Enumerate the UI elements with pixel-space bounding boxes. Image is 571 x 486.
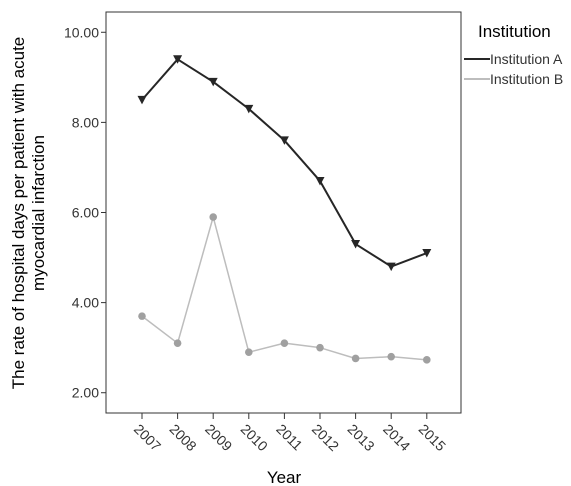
data-point bbox=[315, 176, 325, 186]
series-line bbox=[141, 58, 428, 268]
data-point bbox=[280, 339, 289, 347]
x-axis-title: Year bbox=[267, 468, 302, 486]
data-point bbox=[137, 95, 147, 105]
data-point bbox=[387, 352, 396, 361]
data-point bbox=[173, 339, 182, 347]
y-tick-label: 10.00 bbox=[64, 24, 99, 40]
data-point bbox=[173, 55, 183, 64]
y-axis: 2.00 4.00 6.00 8.00 10.00 bbox=[64, 24, 106, 401]
y-axis-title-line-2: myocardial infarction bbox=[29, 135, 48, 291]
plot-frame bbox=[105, 11, 462, 414]
series-layer bbox=[137, 55, 432, 364]
y-tick-label: 2.00 bbox=[72, 385, 99, 401]
x-tick-label: 2011 bbox=[273, 421, 306, 454]
data-point bbox=[423, 356, 431, 364]
data-point bbox=[422, 249, 432, 258]
y-axis-title: The rate of hospital days per patient wi… bbox=[9, 37, 48, 389]
data-point bbox=[208, 77, 218, 87]
data-point bbox=[209, 213, 217, 221]
data-point bbox=[351, 240, 361, 249]
x-tick-label: 2015 bbox=[416, 421, 449, 454]
x-tick-label: 2010 bbox=[238, 421, 271, 454]
y-tick-label: 4.00 bbox=[72, 295, 99, 311]
data-point bbox=[245, 348, 253, 356]
series-institution-b bbox=[138, 213, 431, 364]
y-axis-title-line-1: The rate of hospital days per patient wi… bbox=[9, 37, 28, 389]
x-tick-label: 2012 bbox=[309, 421, 342, 454]
legend: Institution Institution A Institution B bbox=[464, 22, 563, 87]
y-tick-label: 6.00 bbox=[72, 205, 99, 221]
y-tick-label: 8.00 bbox=[72, 114, 99, 130]
data-point bbox=[386, 262, 396, 272]
legend-label-institution-b: Institution B bbox=[490, 71, 563, 87]
x-tick-label: 2013 bbox=[344, 421, 377, 454]
x-tick-label: 2014 bbox=[380, 421, 413, 454]
legend-label-institution-a: Institution A bbox=[490, 51, 563, 67]
data-point bbox=[279, 136, 289, 145]
series-institution-a bbox=[137, 55, 432, 272]
data-point bbox=[351, 354, 360, 363]
data-point bbox=[316, 343, 324, 352]
data-point bbox=[244, 104, 254, 114]
x-tick-label: 2007 bbox=[131, 421, 164, 454]
x-tick-label: 2009 bbox=[202, 421, 235, 454]
x-tick-label: 2008 bbox=[166, 421, 199, 454]
data-point bbox=[138, 312, 146, 320]
series-line bbox=[141, 216, 427, 361]
x-axis: 2007 2008 2009 2010 2011 2012 2013 2014 2015 bbox=[131, 413, 449, 454]
legend-title: Institution bbox=[478, 22, 551, 41]
